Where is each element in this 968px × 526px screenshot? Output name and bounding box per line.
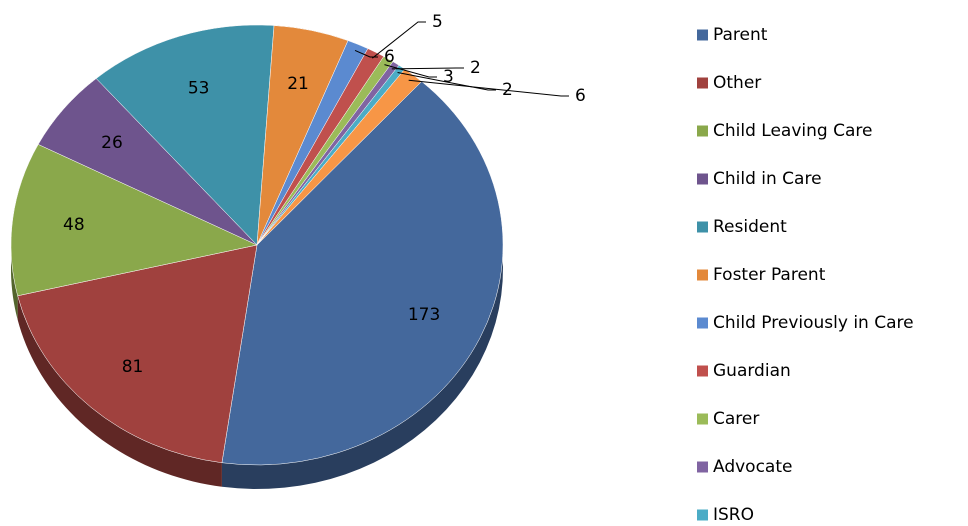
leader-line [408,79,569,97]
legend-swatch [697,221,708,233]
legend-label: Child in Care [713,169,822,189]
slice [17,244,258,464]
data-label: 2 [470,58,481,78]
data-label: 6 [575,86,586,106]
legend-swatch [697,173,708,185]
slice [95,24,275,246]
legend-swatch [697,413,708,425]
legend-label: Other [713,73,761,93]
slice-side [17,295,222,487]
legend-swatch [697,29,708,41]
data-label: 6 [384,47,395,67]
data-label: 53 [188,78,210,98]
legend-swatch [697,509,708,521]
data-label: 173 [408,305,440,325]
legend-swatch [697,317,708,329]
leader-line [397,72,496,91]
slice [10,144,258,297]
data-label: 81 [122,357,144,377]
legend-label: Carer [713,409,759,429]
data-label: 5 [432,12,443,32]
legend-label: ISRO [713,505,754,525]
legend-swatch [697,77,708,89]
legend-swatch [697,365,708,377]
legend-label: Parent [713,25,768,45]
legend-label: Child Previously in Care [713,313,914,333]
leader-line [391,67,464,70]
legend-label: Child Leaving Care [713,121,872,141]
legend-swatch [697,269,708,281]
legend-label: Guardian [713,361,791,381]
data-label: 48 [63,215,85,235]
data-label: 26 [101,133,123,153]
data-label: 21 [287,74,309,94]
legend: Parent Other Child Leaving Care Child in Ca… [697,25,914,525]
legend-swatch [697,461,708,473]
legend-label: Resident [713,217,787,237]
legend-label: Advocate [713,457,792,477]
legend-label: Foster Parent [713,265,826,285]
legend-swatch [697,125,708,137]
leader-line [354,49,378,58]
slice [221,81,504,466]
leader-line [372,21,426,59]
data-label: 3 [443,67,454,87]
